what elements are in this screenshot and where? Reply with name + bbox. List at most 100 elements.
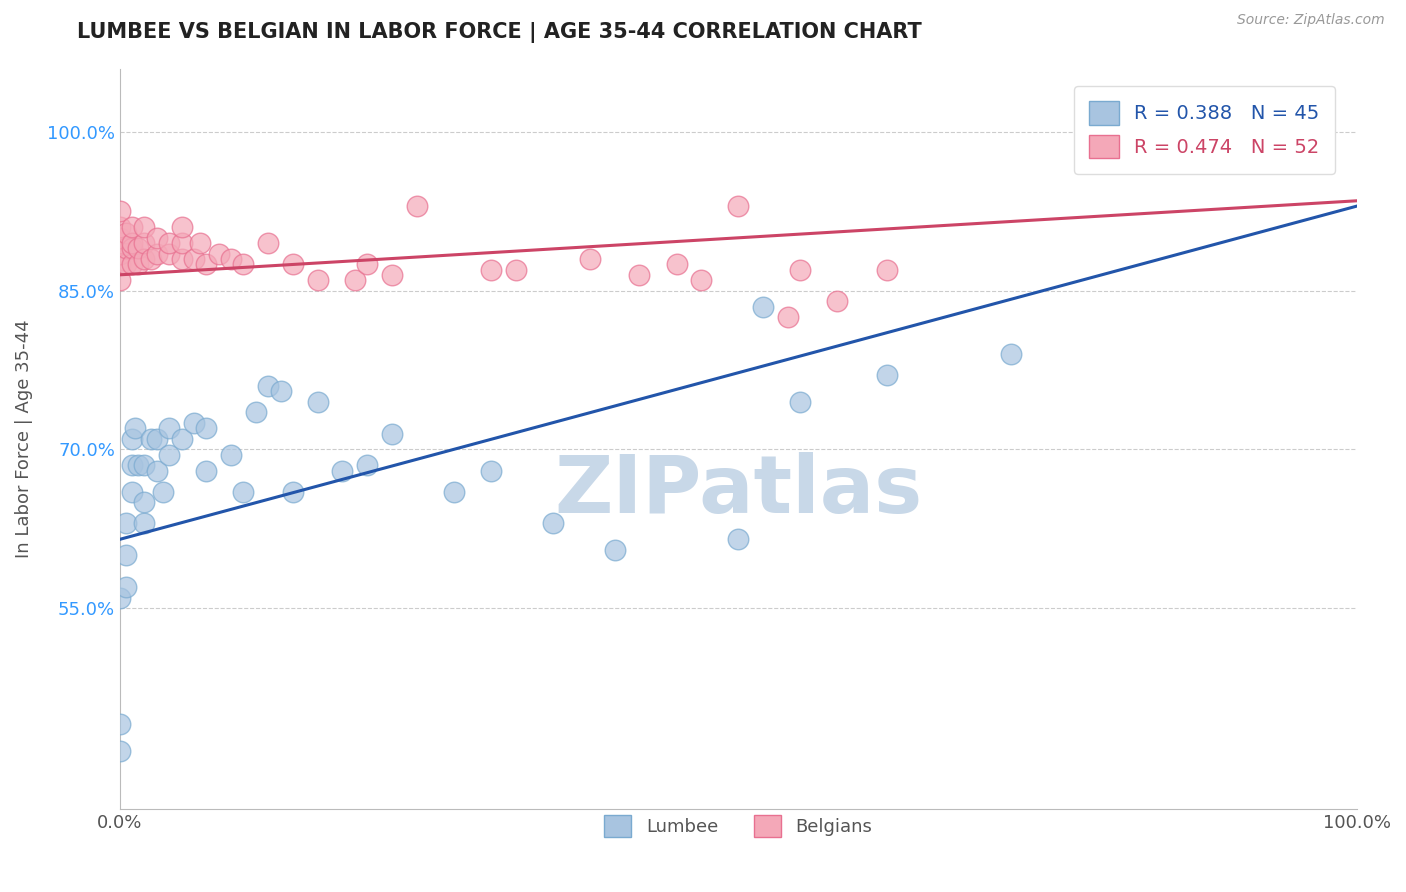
Lumbee xyxy=(108,717,131,731)
Belgians xyxy=(343,273,366,287)
Belgians xyxy=(232,257,254,271)
Belgians xyxy=(134,236,156,251)
Lumbee xyxy=(356,458,378,473)
Belgians xyxy=(127,257,149,271)
Lumbee xyxy=(727,533,749,547)
Belgians xyxy=(195,257,218,271)
Belgians xyxy=(1098,125,1121,139)
Belgians xyxy=(134,220,156,235)
Lumbee xyxy=(183,416,205,430)
Lumbee xyxy=(270,384,292,399)
Belgians xyxy=(115,257,138,271)
Belgians xyxy=(789,262,811,277)
Lumbee xyxy=(541,516,564,531)
Lumbee xyxy=(752,300,775,314)
Lumbee xyxy=(219,448,242,462)
Belgians xyxy=(219,252,242,266)
Lumbee xyxy=(115,580,138,594)
Belgians xyxy=(579,252,602,266)
Lumbee xyxy=(332,464,354,478)
Lumbee xyxy=(134,495,156,509)
Belgians xyxy=(121,220,143,235)
Lumbee xyxy=(146,432,169,446)
Belgians xyxy=(157,246,180,260)
Belgians xyxy=(108,246,131,260)
Belgians xyxy=(727,199,749,213)
Lumbee xyxy=(479,464,502,478)
Lumbee xyxy=(281,484,304,499)
Belgians xyxy=(157,236,180,251)
Belgians xyxy=(665,257,688,271)
Lumbee xyxy=(1160,125,1182,139)
Lumbee xyxy=(157,421,180,435)
Belgians xyxy=(127,241,149,255)
Belgians xyxy=(146,231,169,245)
Text: ZIPatlas: ZIPatlas xyxy=(554,451,922,530)
Lumbee xyxy=(443,484,465,499)
Lumbee xyxy=(115,516,138,531)
Lumbee xyxy=(121,458,143,473)
Lumbee xyxy=(124,421,146,435)
Lumbee xyxy=(170,432,193,446)
Belgians xyxy=(170,220,193,235)
Belgians xyxy=(876,262,898,277)
Lumbee xyxy=(307,394,329,409)
Text: Source: ZipAtlas.com: Source: ZipAtlas.com xyxy=(1237,13,1385,28)
Lumbee xyxy=(152,484,174,499)
Belgians xyxy=(108,273,131,287)
Belgians xyxy=(121,257,143,271)
Lumbee xyxy=(121,432,143,446)
Lumbee xyxy=(1185,125,1208,139)
Belgians xyxy=(356,257,378,271)
Belgians xyxy=(257,236,280,251)
Belgians xyxy=(776,310,799,325)
Lumbee xyxy=(139,432,162,446)
Belgians xyxy=(307,273,329,287)
Belgians xyxy=(115,226,138,240)
Lumbee xyxy=(245,405,267,419)
Lumbee xyxy=(121,484,143,499)
Lumbee xyxy=(603,543,626,558)
Belgians xyxy=(139,252,162,266)
Belgians xyxy=(208,246,231,260)
Lumbee xyxy=(257,379,280,393)
Belgians xyxy=(108,257,131,271)
Belgians xyxy=(405,199,427,213)
Lumbee xyxy=(876,368,898,383)
Belgians xyxy=(108,231,131,245)
Belgians xyxy=(108,236,131,251)
Text: LUMBEE VS BELGIAN IN LABOR FORCE | AGE 35-44 CORRELATION CHART: LUMBEE VS BELGIAN IN LABOR FORCE | AGE 3… xyxy=(77,22,922,44)
Lumbee xyxy=(232,484,254,499)
Lumbee xyxy=(108,591,131,605)
Lumbee xyxy=(789,394,811,409)
Belgians xyxy=(108,204,131,219)
Lumbee xyxy=(157,448,180,462)
Belgians xyxy=(108,220,131,235)
Belgians xyxy=(381,268,404,282)
Belgians xyxy=(281,257,304,271)
Y-axis label: In Labor Force | Age 35-44: In Labor Force | Age 35-44 xyxy=(15,319,32,558)
Belgians xyxy=(690,273,713,287)
Belgians xyxy=(115,241,138,255)
Lumbee xyxy=(195,421,218,435)
Belgians xyxy=(827,294,849,309)
Belgians xyxy=(146,246,169,260)
Lumbee xyxy=(1000,347,1022,361)
Legend: Lumbee, Belgians: Lumbee, Belgians xyxy=(598,808,880,845)
Lumbee xyxy=(108,744,131,758)
Lumbee xyxy=(381,426,404,441)
Belgians xyxy=(505,262,527,277)
Belgians xyxy=(121,241,143,255)
Belgians xyxy=(628,268,651,282)
Belgians xyxy=(170,252,193,266)
Belgians xyxy=(121,236,143,251)
Lumbee xyxy=(134,458,156,473)
Belgians xyxy=(183,252,205,266)
Belgians xyxy=(479,262,502,277)
Lumbee xyxy=(115,548,138,562)
Belgians xyxy=(170,236,193,251)
Lumbee xyxy=(134,516,156,531)
Lumbee xyxy=(195,464,218,478)
Lumbee xyxy=(127,458,149,473)
Lumbee xyxy=(146,464,169,478)
